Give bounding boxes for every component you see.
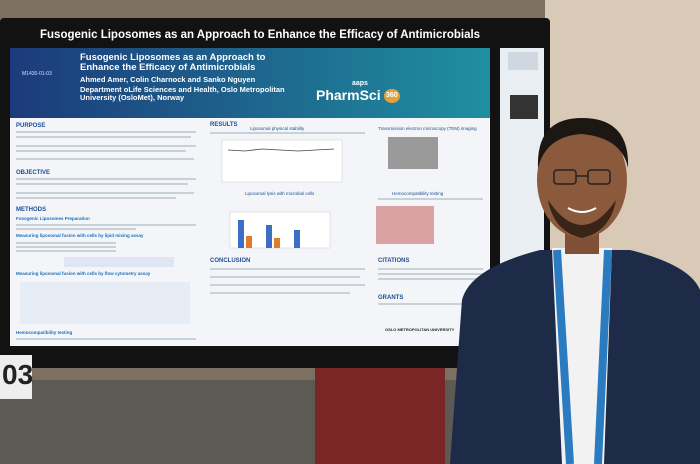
booth-number: 03 xyxy=(2,359,34,390)
section-heading: CITATIONS xyxy=(378,258,410,264)
section-heading: RESULTS xyxy=(210,122,238,128)
section-heading: METHODS xyxy=(16,207,46,213)
screen-title: Fusogenic Liposomes as an Approach to En… xyxy=(40,29,481,41)
session-id: M1430-01-03 xyxy=(22,71,52,77)
table xyxy=(315,360,445,464)
subheading: Hemocompatibility testing xyxy=(16,330,73,335)
brand-small: aaps xyxy=(352,80,368,87)
section-heading: GRANTS xyxy=(378,295,404,301)
glasses xyxy=(553,169,611,185)
qr-code xyxy=(510,95,538,119)
section-heading: PURPOSE xyxy=(16,123,46,129)
lanyard xyxy=(553,249,612,464)
subheading: Liposomal lysis with microbial cells xyxy=(245,191,315,196)
text-lines xyxy=(16,131,483,340)
booth-sign xyxy=(0,355,32,399)
hair xyxy=(537,118,629,168)
subheading: Measuring liposomal fusion with cells by… xyxy=(16,233,144,238)
poster-banner xyxy=(10,48,490,118)
stability-chart xyxy=(221,139,343,183)
method-diagram xyxy=(64,257,174,267)
subheading: Fusogenic Liposomes Preparation xyxy=(16,216,90,221)
tem-image xyxy=(388,137,438,169)
affiliation: Department oLife Sciences and Health, Os… xyxy=(80,85,285,103)
beard xyxy=(548,200,616,238)
poster-title: Fusogenic Liposomes as an Approach to En… xyxy=(80,52,266,74)
brand: PharmSci xyxy=(316,87,381,103)
authors: Ahmed Amer, Colin Charnock and Sanko Ngu… xyxy=(80,75,256,84)
flow-diagram xyxy=(20,282,190,324)
section-heading: OBJECTIVE xyxy=(16,170,51,176)
smile xyxy=(567,207,597,213)
subheading: Transmission electron microscopy (TEM) i… xyxy=(378,126,477,131)
subheading: Liposomal physical stability xyxy=(250,126,305,131)
subheading: Hemocompatibility testing xyxy=(392,191,444,196)
plate-image xyxy=(376,206,434,244)
side-logo xyxy=(508,52,538,70)
brand-badge: 360 xyxy=(384,89,400,103)
section-heading: CONCLUSION xyxy=(210,258,251,264)
subheading: Measuring liposomal fusion with cells by… xyxy=(16,271,151,276)
head xyxy=(537,122,627,238)
university: OSLO METROPOLITAN UNIVERSITY xyxy=(385,327,455,332)
lysis-chart xyxy=(229,211,331,249)
